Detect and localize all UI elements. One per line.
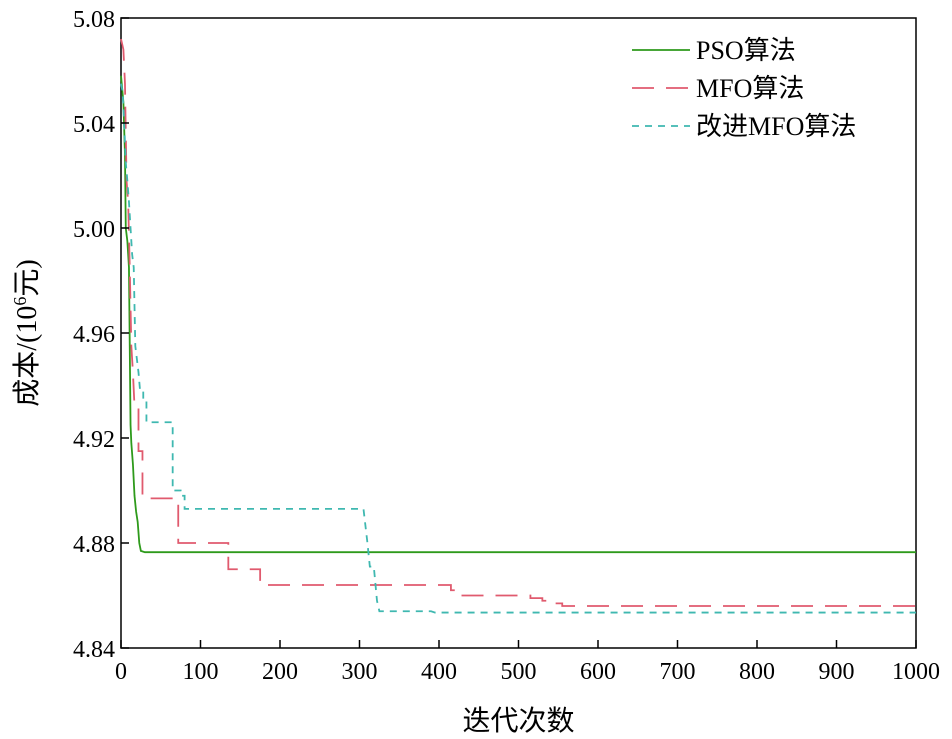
series-line-2	[120, 38, 916, 607]
x-tick-label: 500	[501, 659, 537, 685]
x-tick-label: 700	[660, 659, 696, 685]
y-axis-title: 成本/(106元)	[10, 259, 43, 406]
y-axis-ticks: 4.84 4.88 4.92 4.96 5.00 5.04 5.08	[73, 7, 129, 663]
x-axis-ticks: 0 100 200 300 400 500 600 700 800 900 1000	[115, 640, 940, 685]
y-tick-label: 4.96	[73, 322, 115, 348]
legend-label-1: PSO算法	[696, 36, 796, 65]
x-tick-label: 300	[342, 659, 378, 685]
series-line-1	[120, 75, 916, 554]
x-tick-label: 0	[115, 659, 127, 685]
series-line-3	[120, 83, 916, 614]
y-tick-label: 4.92	[73, 427, 115, 453]
y-tick-label: 5.00	[73, 217, 115, 243]
x-tick-label: 800	[739, 659, 775, 685]
y-axis-title-superscript: 6	[10, 297, 30, 306]
x-tick-label: 200	[262, 659, 298, 685]
y-tick-label: 5.08	[73, 7, 115, 33]
x-tick-label: 900	[819, 659, 855, 685]
legend-label-2: MFO算法	[696, 74, 804, 103]
x-tick-label: 100	[183, 659, 219, 685]
y-axis-title-prefix: 成本/(10	[11, 306, 43, 407]
x-tick-label: 1000	[892, 659, 940, 685]
y-tick-label: 4.88	[73, 532, 115, 558]
x-tick-label: 600	[580, 659, 616, 685]
y-axis-title-suffix: 元)	[12, 259, 43, 296]
x-axis-title: 迭代次数	[462, 705, 574, 737]
x-tick-label: 400	[421, 659, 457, 685]
y-tick-label: 4.84	[73, 637, 115, 663]
legend-label-3: 改进MFO算法	[696, 112, 856, 141]
y-tick-label: 5.04	[73, 112, 115, 138]
series-layer	[120, 38, 916, 614]
